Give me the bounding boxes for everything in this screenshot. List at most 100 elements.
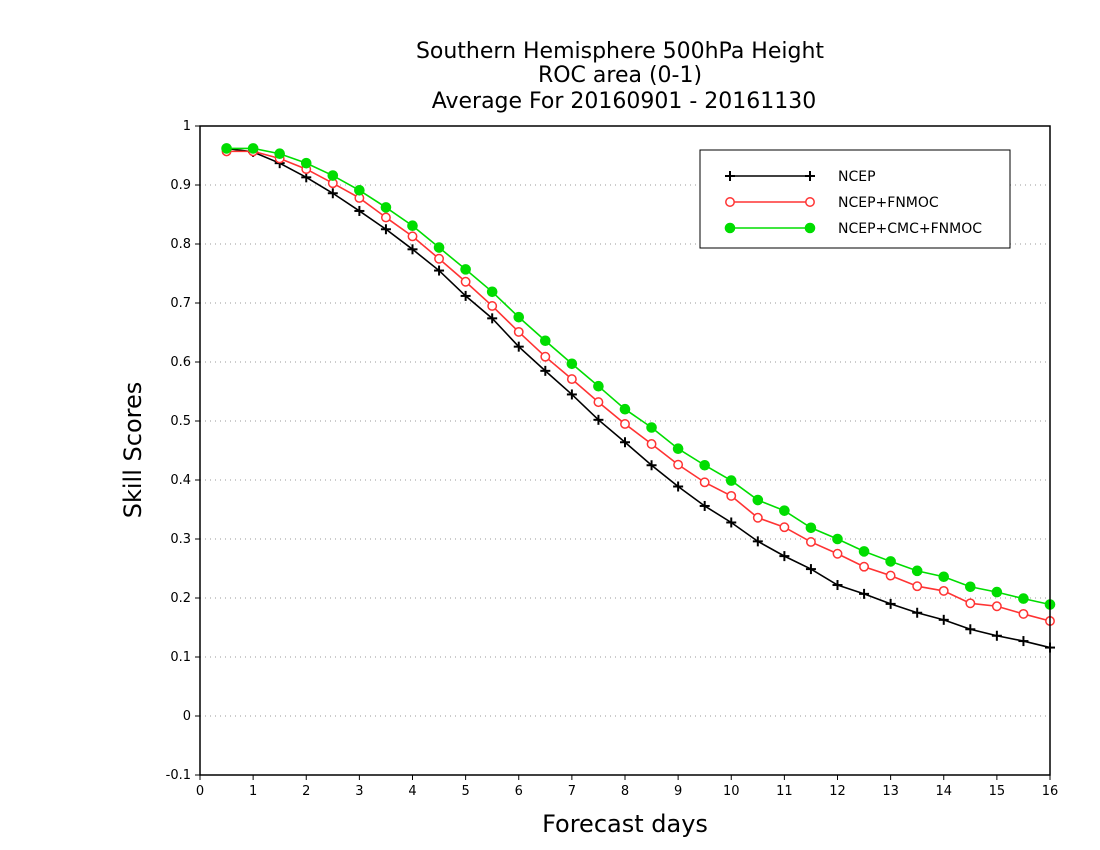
y-tick-label: 0.5: [170, 414, 191, 429]
data-point: [380, 202, 392, 213]
data-point: [804, 222, 816, 234]
x-tick-label: 6: [515, 784, 523, 799]
data-point: [699, 477, 710, 488]
data-point: [912, 607, 923, 618]
y-tick-label: -0.1: [166, 768, 191, 783]
data-point: [620, 419, 630, 429]
data-point: [646, 460, 657, 471]
data-point: [965, 598, 976, 609]
data-point: [487, 301, 498, 311]
chart-title-line-2: ROC area (0-1): [538, 63, 702, 88]
data-point: [965, 624, 976, 635]
data-point: [327, 170, 339, 181]
series-ncep-cmc-fnmoc: [221, 143, 1056, 610]
x-tick-label: 13: [882, 784, 899, 799]
y-tick-label: 0.8: [170, 237, 191, 252]
data-point: [433, 242, 445, 253]
x-tick-label: 1: [249, 784, 257, 799]
data-point: [619, 403, 631, 415]
data-point: [805, 197, 815, 207]
data-point: [779, 522, 790, 533]
legend-item: NCEP: [725, 169, 876, 185]
legend-item: NCEP+FNMOC: [725, 195, 939, 211]
data-point: [991, 586, 1003, 598]
data-point: [434, 253, 445, 264]
x-tick-label: 10: [723, 784, 740, 799]
x-tick-label: 4: [408, 784, 416, 799]
x-tick-label: 16: [1042, 784, 1059, 799]
legend: NCEP NCEP+FNMOC NCEP+CMC+FNMOC: [699, 149, 1011, 249]
data-point: [620, 437, 630, 448]
data-point: [912, 581, 923, 592]
data-point: [566, 374, 577, 385]
data-point: [805, 522, 817, 534]
data-point: [407, 231, 418, 242]
series-ncep-fnmoc: [221, 146, 1055, 626]
data-point: [540, 351, 551, 362]
x-tick-label: 8: [621, 784, 629, 799]
data-point: [486, 286, 498, 298]
data-point: [859, 561, 870, 572]
data-point: [380, 212, 391, 223]
data-point: [991, 630, 1002, 641]
x-tick-label: 0: [196, 784, 204, 799]
data-point: [460, 290, 471, 301]
data-point: [779, 505, 790, 516]
data-point: [779, 551, 790, 562]
data-point: [752, 494, 764, 506]
data-point: [673, 459, 684, 470]
y-tick-label: 0.7: [170, 296, 191, 311]
data-point: [646, 422, 657, 433]
axis-ticks: -0.100.10.20.30.40.50.60.70.80.910 1 2 3 4 5 6…: [166, 119, 1059, 799]
data-point: [540, 365, 551, 376]
data-point: [699, 500, 710, 511]
data-point: [513, 341, 524, 352]
legend-label: NCEP: [838, 169, 876, 185]
data-point: [938, 614, 949, 625]
data-point: [460, 276, 471, 287]
legend-label: NCEP+FNMOC: [838, 195, 939, 211]
legend-item: NCEP+CMC+FNMOC: [724, 221, 982, 237]
y-tick-label: 0: [183, 709, 191, 724]
y-tick-label: 0.3: [170, 532, 191, 547]
data-point: [938, 571, 950, 583]
data-point: [885, 570, 896, 581]
x-axis-title: Forecast days: [542, 810, 708, 838]
data-point: [460, 264, 471, 275]
y-tick-label: 0.4: [170, 473, 191, 488]
data-point: [380, 224, 391, 235]
data-point: [965, 581, 976, 593]
data-point: [752, 512, 763, 523]
x-tick-label: 15: [989, 784, 1006, 799]
plot-series: [221, 143, 1056, 653]
data-point: [725, 171, 735, 181]
data-point: [540, 335, 551, 347]
data-point: [593, 414, 604, 425]
data-point: [327, 188, 338, 199]
data-point: [354, 205, 365, 216]
data-point: [725, 475, 737, 486]
data-point: [221, 143, 232, 154]
data-point: [593, 380, 604, 392]
y-tick-label: 0.2: [170, 591, 191, 606]
data-point: [885, 556, 896, 567]
data-point: [832, 580, 843, 591]
x-tick-label: 7: [568, 784, 576, 799]
y-axis-title: Skill Scores: [119, 382, 147, 519]
data-point: [274, 148, 285, 160]
data-point: [566, 389, 577, 400]
data-point: [858, 546, 870, 557]
data-point: [725, 197, 735, 207]
data-point: [247, 143, 259, 154]
data-point: [832, 533, 843, 545]
x-tick-label: 12: [829, 784, 846, 799]
data-point: [938, 585, 949, 596]
data-point: [1018, 608, 1029, 619]
plot-frame: [199, 125, 1051, 776]
data-point: [300, 157, 312, 169]
data-point: [672, 443, 684, 455]
y-tick-label: 0.9: [170, 178, 191, 193]
legend-label: NCEP+CMC+FNMOC: [838, 221, 982, 237]
data-point: [699, 459, 710, 471]
